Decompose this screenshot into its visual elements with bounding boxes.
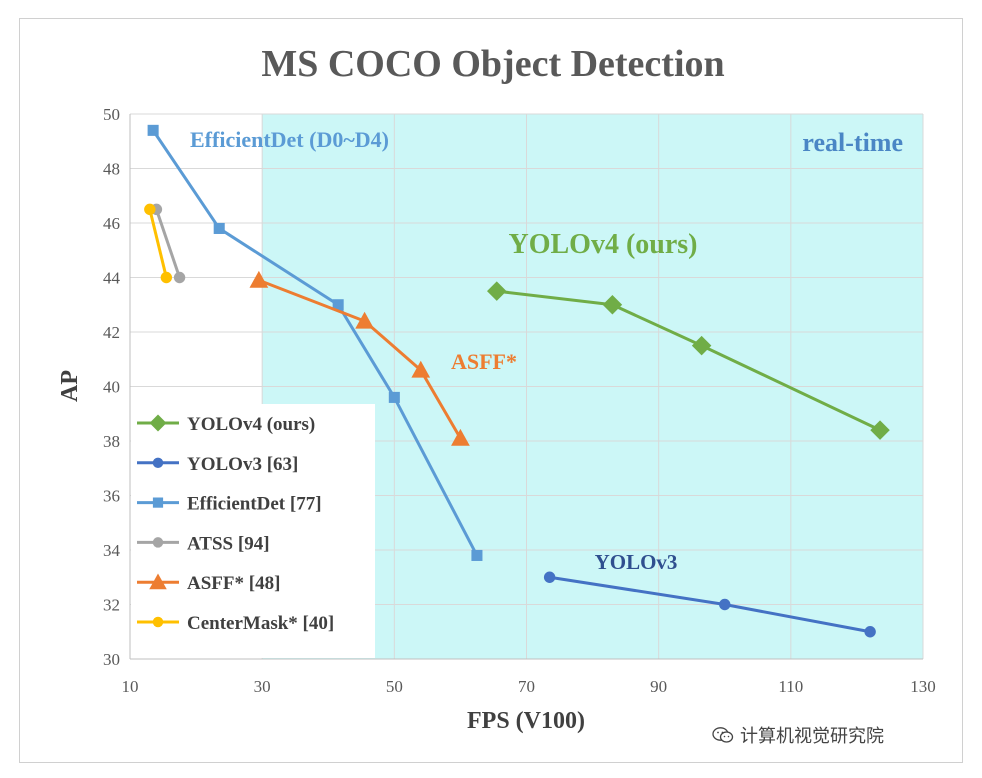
y-tick-label: 48 <box>103 160 120 179</box>
data-point-yolov4-ours <box>602 295 623 315</box>
data-point-yolov4-ours <box>870 420 890 440</box>
legend-label: EfficientDet [77] <box>187 494 322 515</box>
watermark-text: 计算机视觉研究院 <box>740 726 884 747</box>
series-line-asff-48 <box>258 278 462 440</box>
annotation-yolov3: YOLOv3 <box>595 550 678 574</box>
y-tick-label: 34 <box>103 541 121 560</box>
data-point-atss-94 <box>173 271 186 284</box>
data-point-yolov3-63 <box>543 571 556 583</box>
data-point-efficientdet-77 <box>332 299 344 311</box>
data-point-yolov3-63 <box>864 626 876 638</box>
x-tick-label: 30 <box>254 677 271 696</box>
data-point-centermask-40 <box>144 203 156 216</box>
series-line-yolov4-ours <box>496 289 881 432</box>
y-tick-label: 30 <box>103 650 120 669</box>
x-tick-label: 10 <box>122 677 139 696</box>
data-point-yolov3-63 <box>719 598 731 611</box>
y-tick-label: 42 <box>103 323 120 342</box>
y-tick-label: 40 <box>103 378 120 397</box>
data-point-asff-48 <box>355 311 374 329</box>
series-line-centermask-40 <box>148 209 168 278</box>
y-tick-label: 46 <box>103 214 120 233</box>
chart-frame <box>19 18 963 763</box>
data-point-asff-48 <box>249 270 269 288</box>
data-point-asff-48 <box>451 428 470 446</box>
data-point-efficientdet-77 <box>147 124 159 136</box>
y-tick-label: 38 <box>103 432 120 451</box>
x-tick-label: 90 <box>650 677 667 696</box>
y-tick-label: 50 <box>103 105 120 124</box>
annotation-efficientdet-d0-d4: EfficientDet (D0~D4) <box>190 127 389 152</box>
chart-title: MS COCO Object Detection <box>261 43 724 85</box>
legend-label: ATSS [94] <box>187 533 270 554</box>
x-tick-label: 70 <box>518 677 535 696</box>
y-tick-label: 44 <box>103 269 121 288</box>
data-point-centermask-40 <box>160 271 173 284</box>
x-tick-label: 130 <box>910 677 936 696</box>
annotation-asff: ASFF* <box>451 349 517 374</box>
legend-label: ASFF* [48] <box>187 573 280 594</box>
legend-marker-atss-94 <box>152 537 164 548</box>
data-point-efficientdet-77 <box>213 222 225 234</box>
data-point-efficientdet-77 <box>388 391 400 403</box>
legend-marker-asff-48 <box>149 573 167 590</box>
legend-label: CenterMask* [40] <box>187 613 334 634</box>
y-tick-label: 32 <box>103 596 120 615</box>
y-axis-title: AP <box>57 370 83 402</box>
legend-box <box>131 404 375 658</box>
x-axis-title: FPS (V100) <box>467 708 585 734</box>
x-tick-label: 110 <box>778 677 803 696</box>
legend-marker-centermask-40 <box>152 616 164 628</box>
data-point-efficientdet-77 <box>471 549 483 561</box>
y-tick-label: 36 <box>103 487 120 506</box>
data-point-asff-48 <box>411 360 431 378</box>
legend-marker-yolov3-63 <box>152 457 164 469</box>
wechat-icon <box>712 727 734 743</box>
watermark: 计算机视觉研究院 <box>712 722 884 748</box>
annotation-yolov4-ours: YOLOv4 (ours) <box>509 229 698 260</box>
series-line-atss-94 <box>155 208 181 278</box>
annotation-real-time: real-time <box>802 128 903 157</box>
data-point-yolov4-ours <box>691 335 712 356</box>
legend-label: YOLOv3 [63] <box>187 454 298 475</box>
x-tick-label: 50 <box>386 677 403 696</box>
data-point-yolov4-ours <box>487 281 507 301</box>
legend-marker-yolov4-ours <box>149 414 167 432</box>
legend-label: YOLOv4 (ours) <box>187 414 315 435</box>
legend-marker-efficientdet-77 <box>152 497 164 508</box>
